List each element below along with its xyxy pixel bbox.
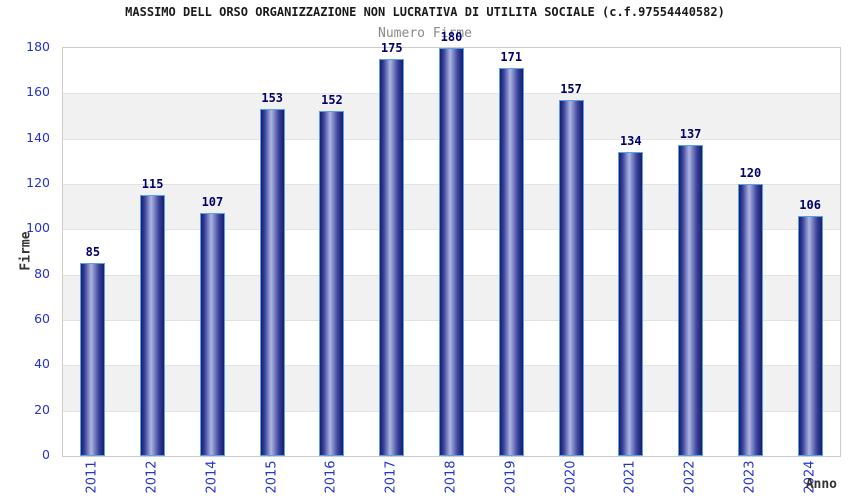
bar-2012 [140, 195, 166, 456]
bar-value-label: 180 [440, 30, 463, 44]
x-tick-label: 2012 [144, 460, 160, 494]
x-tick-label: 2011 [84, 460, 100, 494]
bar-2015 [259, 109, 285, 456]
y-tick-label: 0 [42, 447, 50, 462]
y-tick-label: 60 [34, 311, 50, 326]
y-tick-label: 120 [26, 175, 50, 190]
x-axis-title: Anno [805, 477, 837, 492]
bar-value-label: 152 [321, 93, 343, 108]
x-tick-label: 2016 [323, 460, 339, 494]
bar-value-label: 137 [679, 127, 702, 142]
bar-value-label: 107 [201, 195, 224, 210]
bar-2014 [199, 213, 225, 456]
bar-value-label: 134 [619, 134, 642, 149]
bar-2021 [618, 152, 644, 456]
bar-2020 [558, 100, 584, 456]
bar-2019 [498, 68, 524, 456]
bar-value-label: 175 [380, 41, 403, 56]
x-tick-label: 2014 [204, 460, 220, 494]
bar-2011 [80, 263, 106, 456]
bar-2018 [439, 48, 464, 456]
y-axis-title: Firme [18, 231, 34, 271]
bar-2022 [678, 145, 704, 456]
y-tick-label: 40 [34, 356, 50, 372]
bar-2017 [379, 59, 405, 456]
bar-value-label: 85 [85, 245, 101, 260]
y-tick-label: 180 [26, 39, 50, 54]
x-tick-label: 2022 [682, 460, 698, 494]
bar-value-label: 171 [500, 50, 523, 65]
y-tick-label: 20 [34, 401, 50, 417]
x-tick-label: 2023 [742, 460, 758, 494]
bar-value-label: 106 [799, 197, 821, 212]
x-tick-label: 2015 [264, 460, 280, 494]
x-tick-label: 2018 [443, 460, 459, 494]
y-tick-label: 140 [26, 129, 50, 145]
x-tick-label: 2021 [622, 460, 638, 494]
bar-2016 [319, 111, 345, 456]
bar-value-label: 157 [560, 82, 582, 97]
bar-value-label: 153 [261, 91, 284, 106]
y-tick-label: 160 [26, 84, 50, 100]
chart-title: MASSIMO DELL ORSO ORGANIZZAZIONE NON LUC… [125, 5, 725, 19]
bar-2023 [737, 184, 763, 456]
bar-value-label: 120 [739, 166, 762, 180]
bar-value-label: 115 [141, 177, 164, 192]
plot-area: 85 115 107 153 152 175 180 171 157 134 137 120 106 [62, 30, 841, 457]
chart-subtitle: Numero Firme [378, 26, 472, 41]
bar-2024 [797, 215, 823, 456]
x-tick-label: 2020 [563, 460, 579, 494]
x-tick-label: 2019 [503, 460, 519, 494]
x-tick-label: 2017 [383, 460, 399, 494]
